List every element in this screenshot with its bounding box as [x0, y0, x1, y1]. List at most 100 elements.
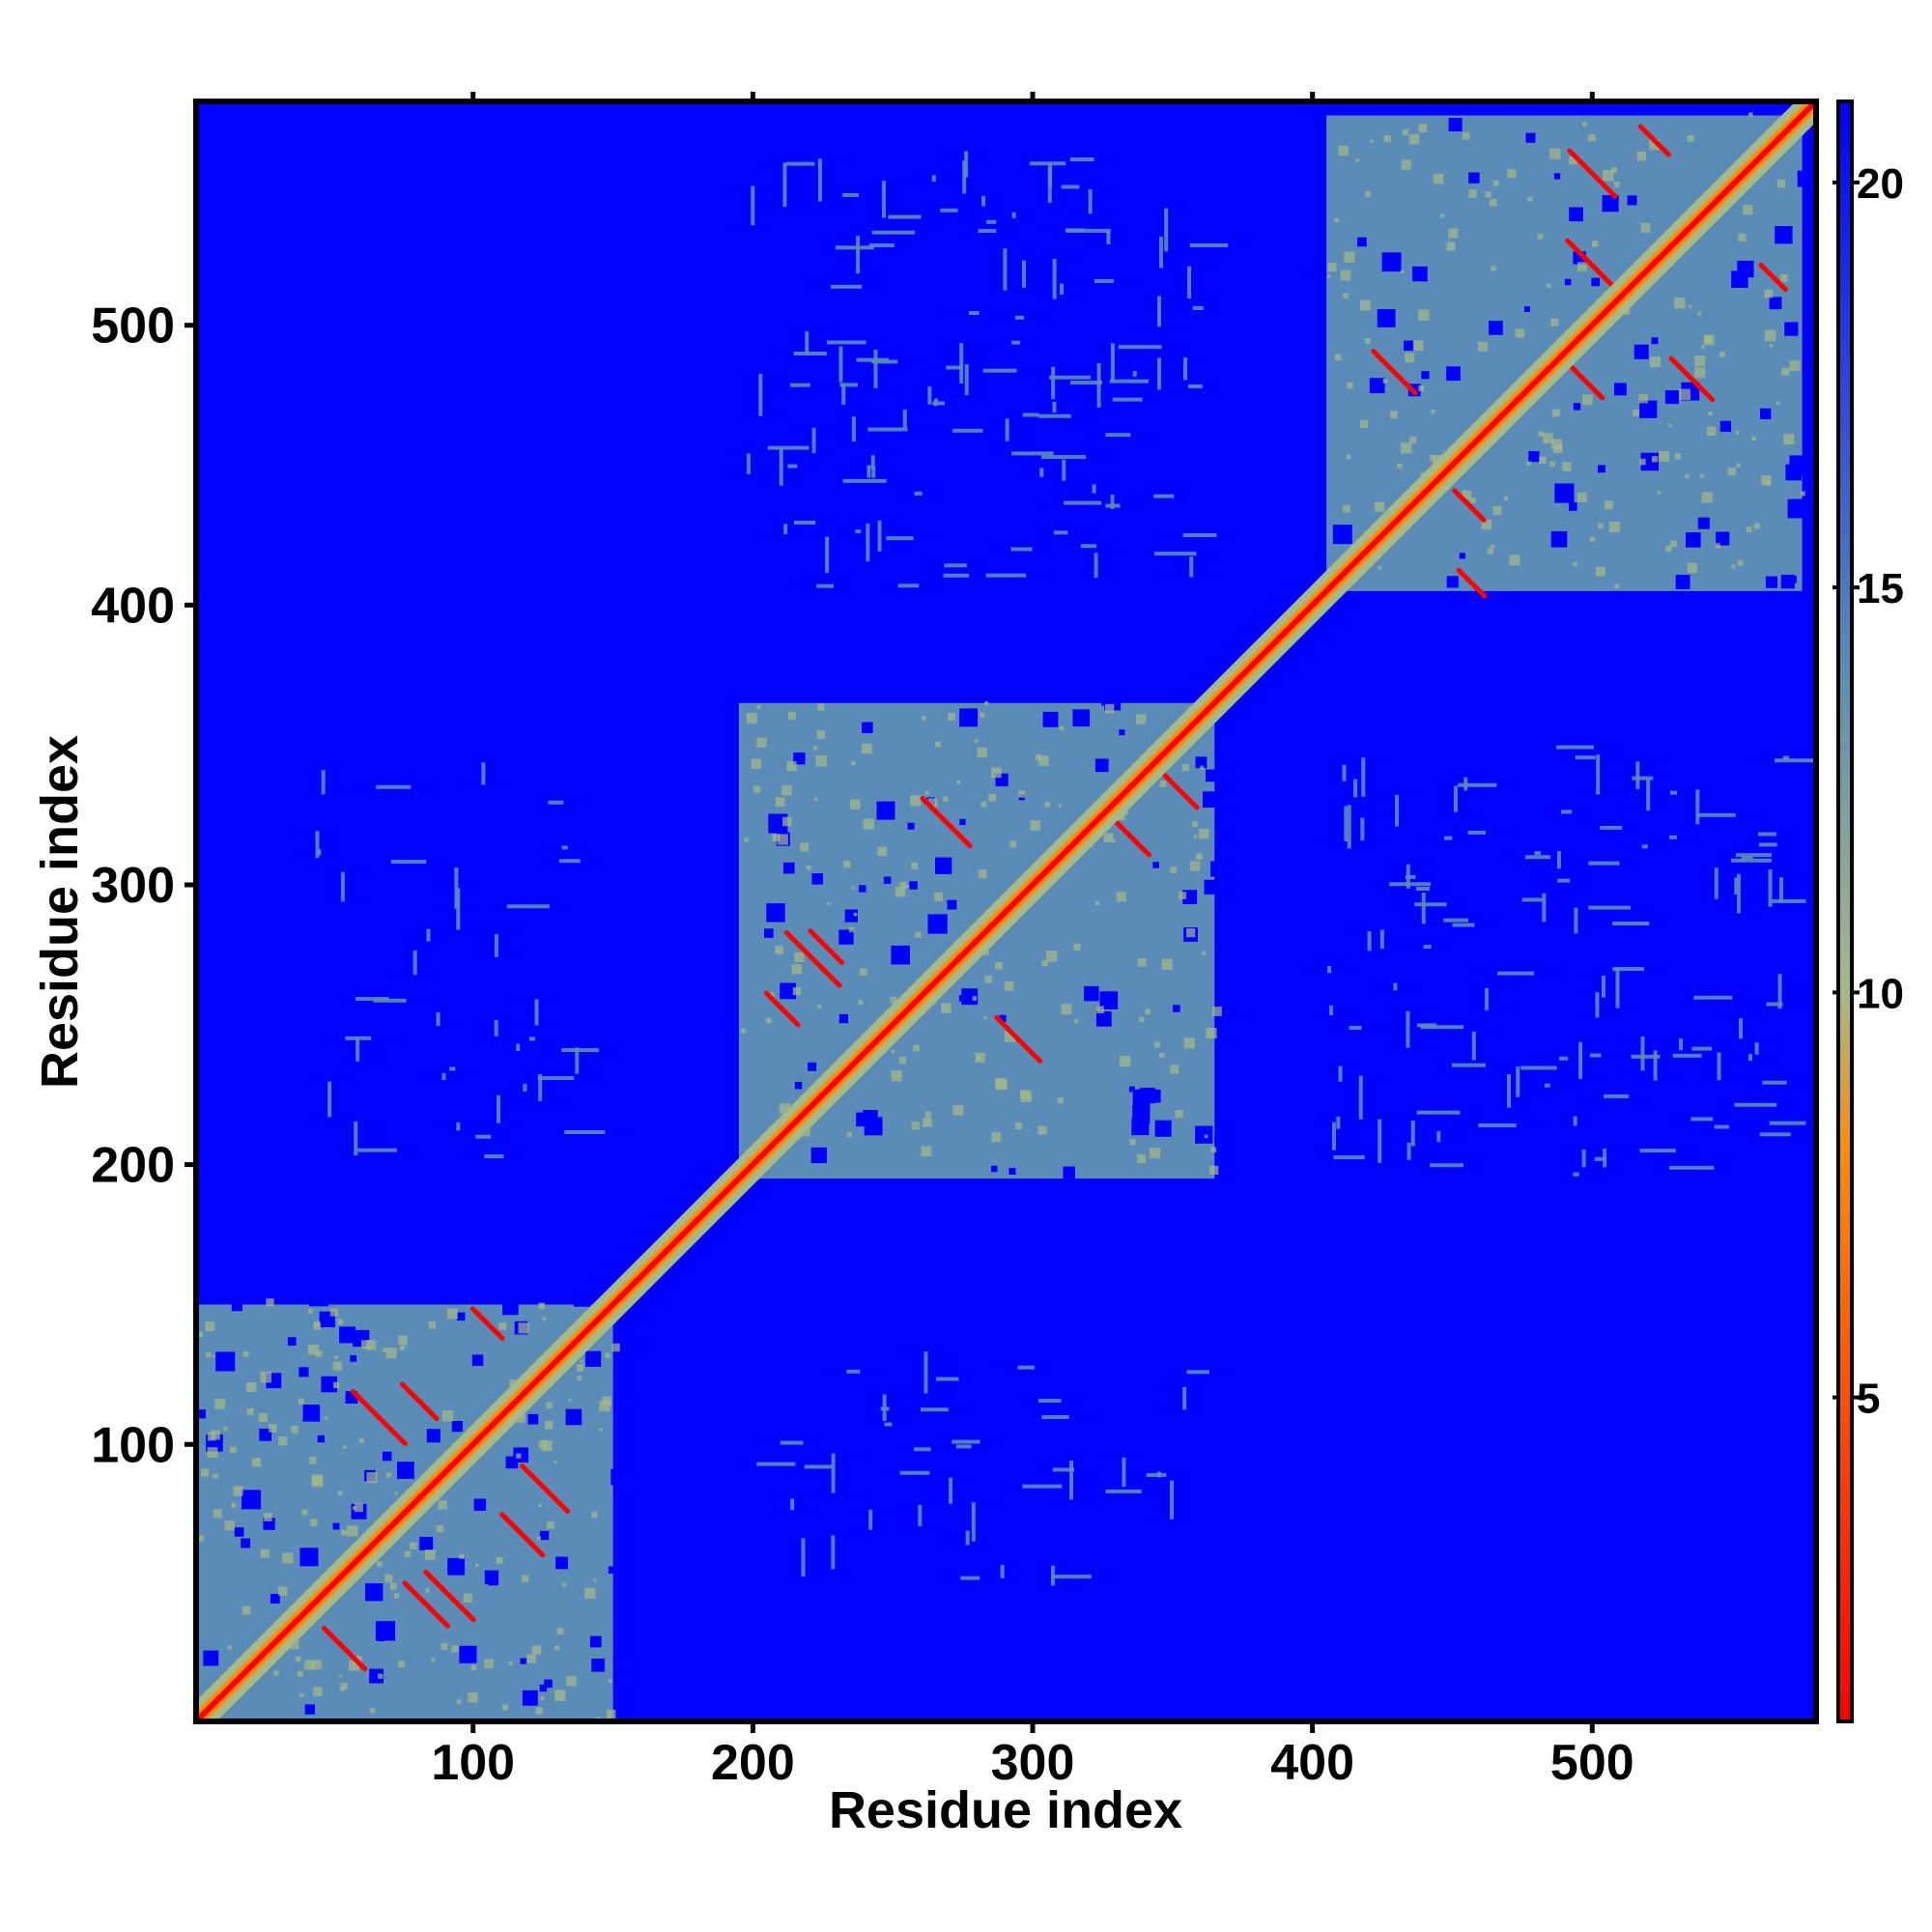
contact-mark	[783, 524, 788, 535]
contact-mark	[1758, 832, 1777, 837]
domain-speckle	[1481, 519, 1492, 530]
contact-mark	[1080, 544, 1097, 549]
plot-frame	[193, 99, 1819, 1724]
domain-speckle	[1433, 173, 1444, 185]
domain-speckle	[1429, 455, 1436, 462]
x-tick-label: 400	[1270, 1735, 1354, 1791]
contact-mark	[1691, 1046, 1713, 1051]
contact-mark	[1766, 1002, 1783, 1007]
contact-mark	[1646, 780, 1651, 811]
contact-mark	[1070, 381, 1102, 385]
contact-mark	[899, 1470, 930, 1475]
domain-speckle	[1400, 270, 1405, 273]
contact-mark	[1669, 835, 1678, 839]
domain-speckle	[815, 755, 827, 767]
domain-speckle	[1694, 355, 1706, 367]
domain-speckle	[428, 1321, 437, 1329]
domain-gap	[309, 1287, 328, 1307]
domain-gap	[584, 1350, 602, 1367]
domain-speckle	[1703, 334, 1715, 346]
domain-speckle	[538, 1503, 542, 1507]
contact-mark	[1777, 974, 1782, 1009]
contact-streak	[1567, 148, 1618, 199]
domain-speckle	[1186, 928, 1196, 938]
domain-gap	[1459, 553, 1465, 559]
contact-mark	[1575, 755, 1596, 760]
contact-mark	[475, 1134, 492, 1139]
domain-speckle	[744, 838, 749, 842]
contact-mark	[1415, 886, 1430, 891]
domain-speckle	[775, 945, 783, 954]
domain-speckle	[800, 842, 809, 852]
domain-speckle	[1605, 500, 1613, 510]
contact-mark	[1573, 1116, 1577, 1126]
domain-gap	[302, 1405, 321, 1422]
domain-speckle	[389, 1582, 397, 1590]
contact-mark	[1094, 278, 1115, 283]
heatmap-area	[196, 101, 1816, 1721]
domain-speckle	[1780, 274, 1788, 282]
colorbar-tick-label: 10	[1857, 970, 1904, 1017]
domain-speckle	[1338, 145, 1349, 156]
domain-speckle	[431, 1658, 436, 1662]
contact-mark	[902, 409, 907, 428]
contact-mark	[964, 364, 969, 396]
domain-speckle	[547, 1520, 554, 1529]
domain-speckle	[1550, 318, 1559, 327]
contact-mark	[1331, 1122, 1336, 1151]
domain-speckle	[1364, 338, 1371, 344]
domain-gap	[196, 1409, 206, 1419]
contact-mark	[1349, 1026, 1362, 1031]
domain-gap	[231, 1299, 242, 1312]
domain-speckle	[576, 1364, 584, 1372]
domain-speckle	[1781, 367, 1790, 376]
domain-speckle	[1539, 456, 1547, 464]
contact-mark	[1414, 902, 1447, 907]
contact-mark	[952, 1439, 980, 1444]
domain-speckle	[1405, 353, 1415, 363]
domain-speckle	[1153, 1041, 1160, 1048]
domain-speckle	[1448, 228, 1459, 239]
domain-speckle	[566, 1676, 577, 1687]
domain-speckle	[1598, 523, 1604, 529]
contact-mark	[321, 770, 326, 795]
contact-mark	[1395, 794, 1400, 827]
y-tick-label: 500	[91, 298, 175, 355]
domain-speckle	[1731, 564, 1736, 569]
domain-speckle	[295, 1656, 301, 1662]
domain-speckle	[779, 1103, 791, 1115]
domain-speckle	[899, 881, 907, 889]
domain-gap	[838, 929, 854, 945]
domain-speckle	[1094, 900, 1100, 906]
domain-speckle	[536, 1536, 541, 1541]
domain-speckle	[1699, 473, 1704, 478]
domain-gap	[1524, 306, 1530, 312]
domain-gap	[764, 928, 774, 938]
domain-speckle	[850, 799, 861, 810]
domain-speckle	[470, 1664, 477, 1671]
domain-speckle	[1418, 124, 1428, 133]
domain-speckle	[1212, 1007, 1222, 1016]
domain-speckle	[1116, 892, 1126, 902]
domain-speckle	[1112, 839, 1116, 843]
contact-mark	[1521, 897, 1544, 902]
domain-speckle	[264, 1513, 272, 1521]
contact-mark	[1064, 500, 1102, 505]
domain-gap	[1119, 729, 1125, 736]
inter-domain-contacts	[315, 151, 1816, 1586]
domain-speckle	[1201, 951, 1206, 955]
domain-speckle	[1037, 1125, 1047, 1135]
contact-mark	[1600, 825, 1623, 830]
contact-mark	[1534, 851, 1542, 856]
contact-mark	[1457, 782, 1497, 787]
domain-speckle	[1020, 1090, 1030, 1099]
contact-mark	[1696, 812, 1736, 817]
domain-speckle	[753, 785, 761, 793]
contact-mark	[1053, 530, 1068, 535]
x-tick-label: 500	[1550, 1735, 1634, 1791]
contact-mark	[985, 219, 997, 224]
contact-mark	[1603, 1149, 1607, 1168]
domain-speckle	[229, 1446, 237, 1454]
domain-speckle	[1355, 158, 1359, 162]
domain-speckle	[347, 1525, 358, 1537]
